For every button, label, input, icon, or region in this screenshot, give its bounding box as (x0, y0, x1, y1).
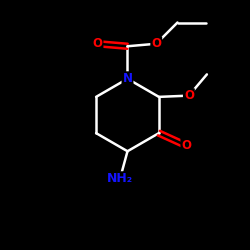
Text: N: N (122, 72, 132, 85)
Text: O: O (184, 89, 194, 102)
Text: O: O (151, 37, 161, 50)
Text: O: O (182, 139, 192, 152)
Text: NH₂: NH₂ (107, 172, 133, 185)
Text: O: O (92, 37, 102, 50)
